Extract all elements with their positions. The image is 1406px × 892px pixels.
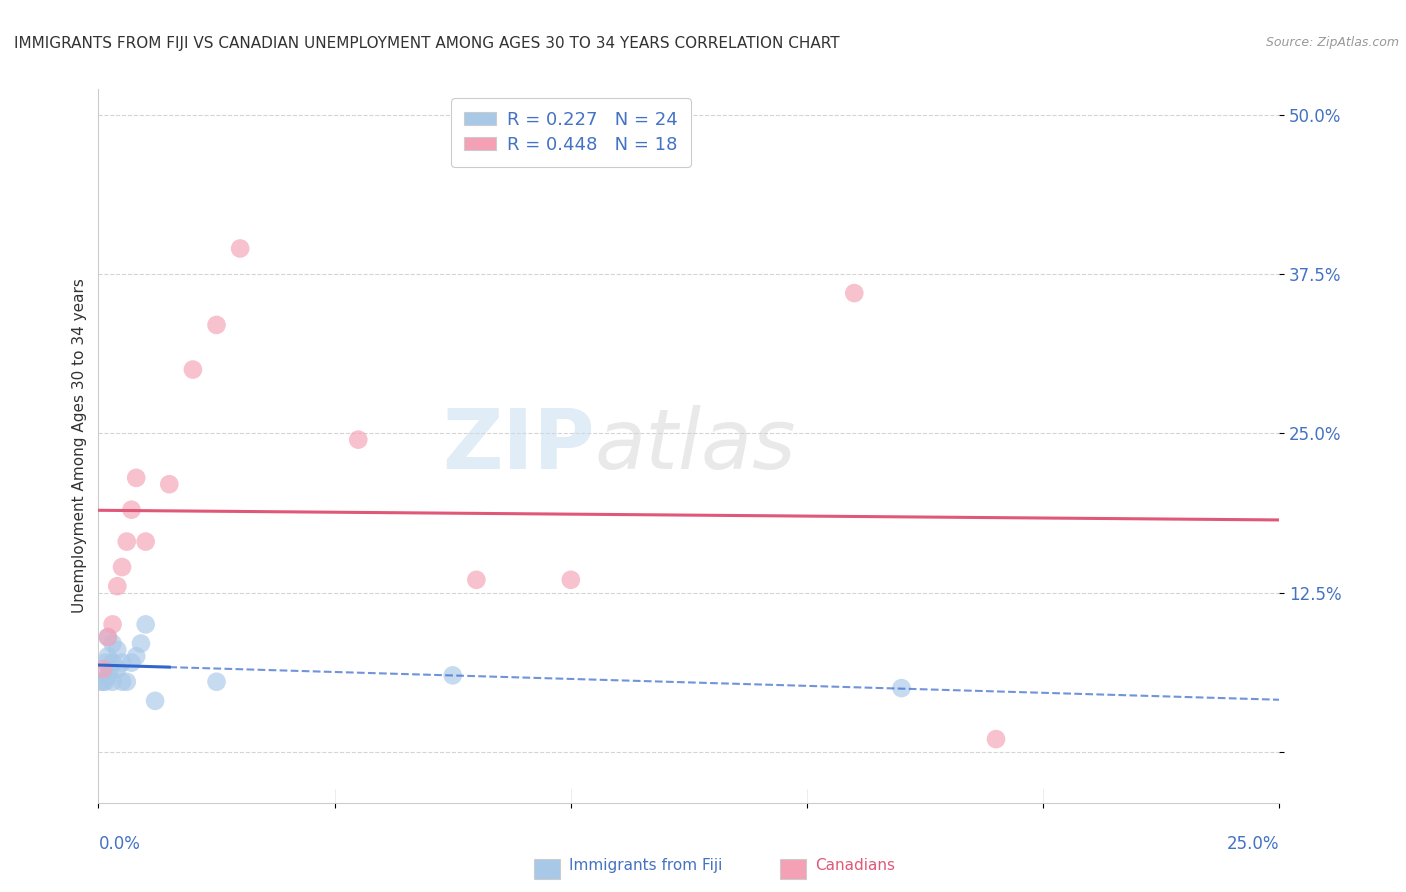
- Point: [560, 573, 582, 587]
- Text: Immigrants from Fiji: Immigrants from Fiji: [569, 858, 723, 872]
- Point: [111, 674, 134, 689]
- Point: [125, 649, 148, 664]
- Point: [129, 636, 152, 650]
- Point: [205, 674, 228, 689]
- Point: [101, 656, 124, 670]
- Point: [229, 242, 252, 256]
- Point: [441, 668, 464, 682]
- Point: [101, 636, 124, 650]
- Text: ZIP: ZIP: [441, 406, 595, 486]
- Point: [984, 732, 1007, 747]
- Point: [157, 477, 180, 491]
- Text: 0.0%: 0.0%: [98, 835, 141, 853]
- Point: [181, 362, 204, 376]
- Text: atlas: atlas: [595, 406, 796, 486]
- Point: [97, 668, 120, 682]
- Text: 25.0%: 25.0%: [1227, 835, 1279, 853]
- Text: IMMIGRANTS FROM FIJI VS CANADIAN UNEMPLOYMENT AMONG AGES 30 TO 34 YEARS CORRELAT: IMMIGRANTS FROM FIJI VS CANADIAN UNEMPLO…: [14, 36, 839, 51]
- Point: [115, 534, 138, 549]
- Point: [111, 656, 134, 670]
- Point: [111, 560, 134, 574]
- Point: [105, 579, 128, 593]
- Point: [135, 534, 157, 549]
- Text: Canadians: Canadians: [815, 858, 896, 872]
- Point: [97, 630, 120, 644]
- Point: [105, 643, 128, 657]
- Point: [135, 617, 157, 632]
- Point: [121, 502, 143, 516]
- Point: [143, 694, 166, 708]
- Point: [101, 674, 124, 689]
- Point: [90, 674, 112, 689]
- Point: [115, 674, 138, 689]
- Point: [205, 318, 228, 332]
- Point: [97, 649, 120, 664]
- Point: [94, 656, 117, 670]
- Point: [105, 662, 128, 676]
- Point: [465, 573, 488, 587]
- Point: [97, 630, 120, 644]
- Point: [91, 674, 114, 689]
- Point: [101, 617, 124, 632]
- Point: [94, 674, 117, 689]
- Point: [890, 681, 912, 695]
- Point: [121, 656, 143, 670]
- Legend: R = 0.227   N = 24, R = 0.448   N = 18: R = 0.227 N = 24, R = 0.448 N = 18: [451, 98, 690, 167]
- Point: [98, 662, 121, 676]
- Point: [844, 286, 866, 301]
- Point: [125, 471, 148, 485]
- Y-axis label: Unemployment Among Ages 30 to 34 years: Unemployment Among Ages 30 to 34 years: [72, 278, 87, 614]
- Text: Source: ZipAtlas.com: Source: ZipAtlas.com: [1265, 36, 1399, 49]
- Point: [91, 662, 114, 676]
- Point: [347, 433, 370, 447]
